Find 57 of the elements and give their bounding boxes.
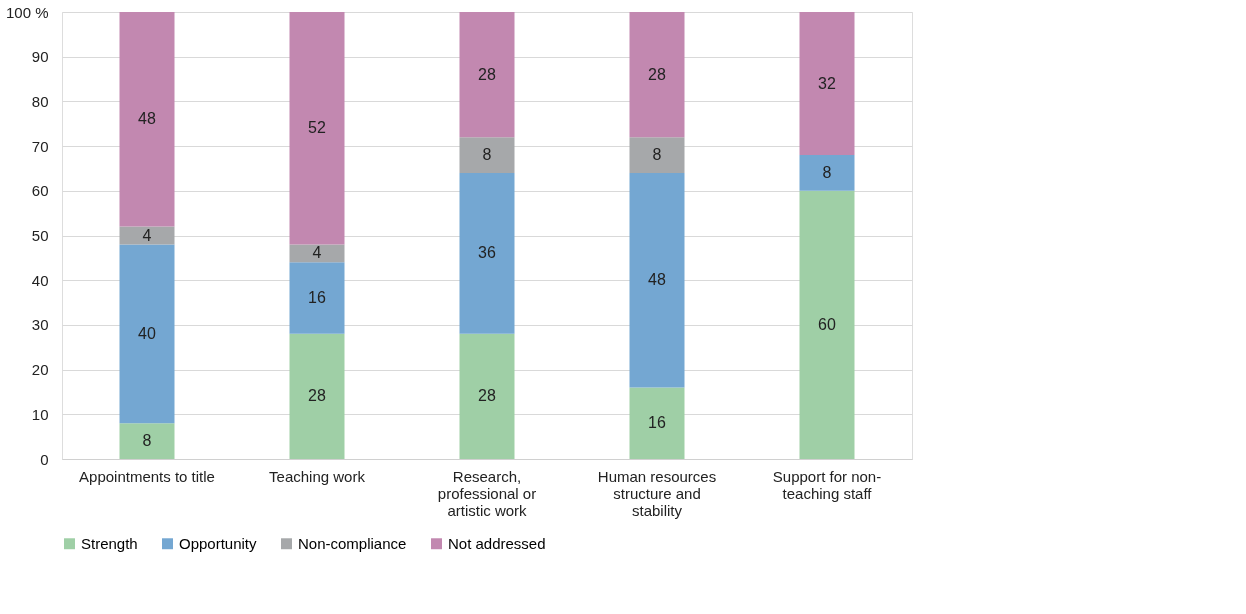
y-tick-label: 60 xyxy=(31,182,49,200)
bar xyxy=(459,172,515,334)
bar xyxy=(629,387,685,459)
data-label: 16 xyxy=(648,414,666,432)
data-label: 8 xyxy=(142,432,152,450)
legend-label: Strength xyxy=(81,534,138,552)
y-tick-label: 0 xyxy=(40,450,49,468)
data-label: 48 xyxy=(138,110,156,128)
x-tick-label: Teaching work xyxy=(269,467,366,485)
bar xyxy=(459,333,515,459)
data-label: 28 xyxy=(478,65,496,83)
data-label: 8 xyxy=(822,163,832,181)
bar xyxy=(799,12,855,156)
y-tick-label: 70 xyxy=(31,137,49,155)
legend-label: Non-compliance xyxy=(298,534,407,552)
data-label: 8 xyxy=(482,146,492,164)
legend-label: Not addressed xyxy=(448,534,546,552)
x-tick-label: Research, professional or artistic work xyxy=(437,467,537,519)
bar xyxy=(119,12,175,227)
data-label: 28 xyxy=(648,65,666,83)
bar xyxy=(289,262,345,334)
data-label: 40 xyxy=(138,324,156,342)
data-label: 8 xyxy=(652,146,662,164)
x-tick-label: Human resources structure and stability xyxy=(597,467,717,519)
bar xyxy=(629,137,685,173)
bar xyxy=(629,12,685,138)
y-tick-label: 50 xyxy=(31,227,49,244)
y-tick-label: 40 xyxy=(31,271,49,289)
data-label: 52 xyxy=(308,119,326,137)
data-label: 16 xyxy=(308,289,326,307)
y-tick-label: 80 xyxy=(31,92,49,110)
y-tick-label: 30 xyxy=(31,316,49,334)
data-label: 4 xyxy=(142,226,152,244)
data-label: 36 xyxy=(478,244,496,262)
data-label: 60 xyxy=(818,315,836,333)
bar xyxy=(629,172,685,388)
data-label: 28 xyxy=(478,387,496,405)
bar xyxy=(459,12,515,138)
bar xyxy=(119,423,175,459)
bar xyxy=(459,137,515,173)
x-tick-label: Support for non-teaching staff xyxy=(772,467,882,502)
data-label: 48 xyxy=(648,271,666,289)
bar xyxy=(799,190,855,459)
y-tick-label: 20 xyxy=(31,361,49,379)
bar xyxy=(119,244,175,424)
data-label: 28 xyxy=(308,387,326,405)
bar xyxy=(289,333,345,459)
data-label: 32 xyxy=(818,74,836,92)
legend-label: Opportunity xyxy=(179,534,258,552)
bar xyxy=(289,244,345,263)
y-tick-label: 10 xyxy=(31,405,49,423)
y-tick-label: 100 % xyxy=(5,3,49,21)
y-tick-label: 90 xyxy=(31,48,49,66)
bar xyxy=(289,12,345,245)
bar xyxy=(799,155,855,191)
x-tick-label: Appointments to title xyxy=(79,467,215,485)
data-label: 4 xyxy=(312,244,322,262)
